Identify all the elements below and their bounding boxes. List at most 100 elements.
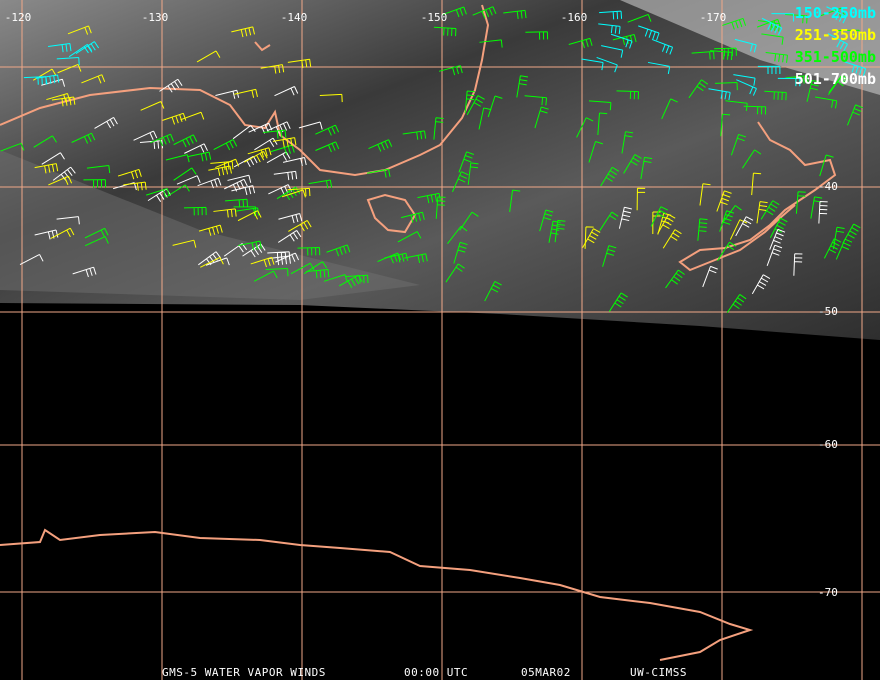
- wind-barb: [165, 154, 190, 163]
- wind-barb: [699, 183, 711, 206]
- wind-barb: [725, 100, 748, 112]
- footer-text: GMS-5 WATER VAPOR WINDS: [162, 666, 326, 679]
- wind-barb: [582, 228, 601, 249]
- wind-barb: [445, 263, 465, 283]
- legend-entry: 150-250mb: [795, 4, 876, 22]
- footer-text: 00:00 UTC: [404, 666, 468, 679]
- wind-barb: [588, 100, 612, 111]
- wind-barb: [741, 149, 762, 169]
- wind-barb: [721, 205, 742, 224]
- wind-barb: [715, 81, 738, 91]
- wind-barb: [48, 42, 72, 53]
- wind-barb: [842, 223, 861, 244]
- wind-barb: [478, 107, 492, 130]
- wind-barb: [231, 26, 255, 38]
- cloud-band: [620, 0, 880, 95]
- wind-barb: [827, 76, 848, 96]
- wind-barb: [714, 47, 737, 57]
- wind-barb: [751, 274, 771, 295]
- wind-barb: [597, 112, 608, 136]
- wind-barb: [56, 56, 80, 66]
- wind-barb: [484, 281, 502, 302]
- wind-barb: [726, 294, 747, 313]
- wind-barb: [785, 75, 809, 85]
- wind-barb: [761, 33, 784, 45]
- wind-barb: [83, 179, 106, 188]
- tasmania-coast: [366, 193, 417, 234]
- wind-barb: [298, 121, 323, 130]
- wind-barb: [162, 112, 187, 125]
- latitude-labels: -40 -50 -60 -70: [818, 180, 838, 599]
- wind-barb: [215, 158, 240, 169]
- wind-barb: [584, 226, 594, 249]
- wind-barb: [51, 96, 76, 107]
- wind-barb: [184, 143, 208, 154]
- wind-barb: [795, 191, 806, 214]
- wind-barb: [640, 156, 653, 180]
- wind-barb: [734, 38, 757, 53]
- wind-barb: [719, 210, 735, 232]
- wind-barb: [832, 226, 845, 250]
- wind-barb: [205, 257, 230, 266]
- wind-barb: [326, 244, 351, 257]
- wind-barb: [237, 210, 262, 222]
- wind-barb: [716, 190, 732, 212]
- wind-barb: [479, 39, 503, 48]
- wind-barb: [183, 206, 207, 216]
- wind-barb: [56, 216, 80, 225]
- wind-barb: [647, 61, 671, 75]
- wind-barb: [232, 125, 256, 140]
- wind-barb: [756, 201, 768, 224]
- wind-barb: [708, 88, 731, 101]
- wind-barb: [173, 167, 197, 181]
- wind-barb: [835, 238, 853, 260]
- wind-barb: [806, 79, 820, 102]
- wind-barb: [71, 132, 96, 144]
- wind-barb: [534, 106, 549, 129]
- wind-barb: [213, 208, 237, 218]
- wind-barb: [458, 151, 474, 173]
- wind-barb: [297, 247, 321, 256]
- wind-barb: [435, 196, 446, 219]
- wind-barb: [576, 117, 594, 138]
- wind-barb: [198, 224, 223, 236]
- wind-barb: [52, 166, 76, 181]
- wind-barb: [596, 56, 618, 73]
- wind-barb: [150, 133, 174, 147]
- wind-barb: [636, 187, 646, 211]
- wind-barb: [278, 230, 302, 243]
- wind-barb: [176, 175, 201, 185]
- wind-barb: [539, 209, 554, 232]
- wind-barb: [464, 90, 475, 113]
- wind-barb: [777, 77, 801, 87]
- wind-barb: [599, 10, 623, 20]
- wind-barb: [837, 29, 860, 38]
- legend: 150-250mb 251-350mb 351-500mb 501-700mb: [795, 4, 876, 88]
- lat-label: -50: [818, 305, 838, 318]
- wind-barb: [146, 188, 170, 198]
- wind-barb: [33, 135, 57, 148]
- wind-barb: [81, 74, 106, 84]
- wind-barb: [172, 239, 197, 248]
- wind-barb: [402, 130, 427, 140]
- wind-barb: [730, 133, 747, 156]
- wind-barb: [735, 216, 754, 237]
- wind-barb: [769, 228, 786, 250]
- wind-barb: [554, 219, 566, 243]
- wind-barb: [503, 9, 527, 20]
- wind-barb: [717, 241, 737, 261]
- wind-barb: [225, 198, 249, 208]
- wind-barb: [618, 206, 632, 229]
- wind-barb: [524, 95, 548, 106]
- wind-barb: [315, 141, 340, 153]
- wind-barb: [75, 41, 100, 55]
- wind-barb: [815, 96, 838, 109]
- wind-barb: [94, 116, 118, 129]
- wind-barb: [288, 220, 312, 232]
- wind-barb: [247, 147, 272, 158]
- wind-barb: [602, 245, 617, 267]
- wind-barb: [366, 168, 391, 178]
- wind-barb: [736, 79, 757, 96]
- footer-text: 05MAR02: [521, 666, 571, 679]
